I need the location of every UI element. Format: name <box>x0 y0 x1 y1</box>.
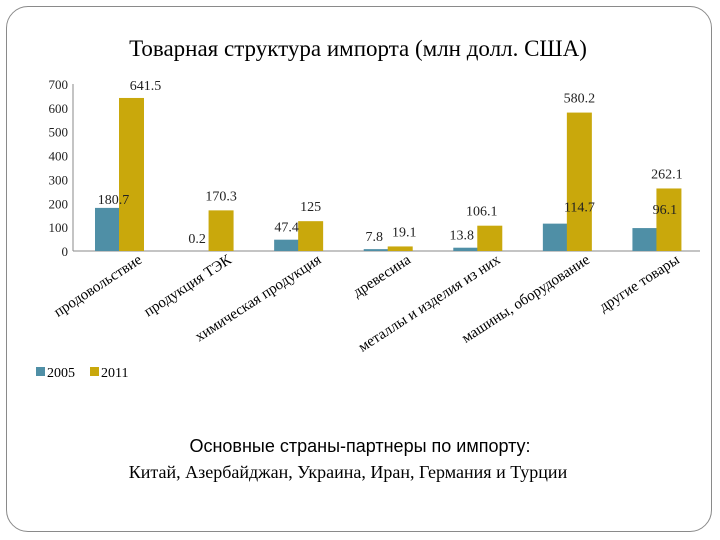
bar-2011-2 <box>298 221 324 251</box>
data-labels: 180.7 0.2 47.4 7.8 13.8 114.7 96.1 641.5 170.3 12… <box>98 79 683 247</box>
legend-swatch-2005 <box>36 367 45 376</box>
bar-2011-0 <box>119 97 144 252</box>
bar-2011-6 <box>656 188 682 251</box>
legend-swatch-2011 <box>90 367 99 376</box>
legend-label-2005: 2005 <box>47 366 75 381</box>
data-label-2011-6: 262.1 <box>651 167 683 182</box>
data-label-2011-5: 580.2 <box>564 92 596 107</box>
y-tick-label: 0 <box>62 244 69 259</box>
bar-2011-1 <box>208 210 234 251</box>
chart-title: Товарная структура импорта (млн долл. СШ… <box>129 36 587 61</box>
category-label-1: продукция ТЭК <box>141 251 235 320</box>
bar-2005-4 <box>453 247 479 251</box>
data-label-2011-2: 125 <box>300 200 321 215</box>
y-tick-label: 200 <box>49 196 69 211</box>
bar-2011-3 <box>387 246 413 251</box>
bar-2011-5 <box>566 112 592 251</box>
y-tick-label: 500 <box>49 125 69 140</box>
bar-2005-3 <box>363 249 389 251</box>
y-tick-label: 300 <box>49 172 69 187</box>
data-label-2011-4: 106.1 <box>466 205 498 220</box>
bars <box>95 97 682 252</box>
data-label-2005-1: 0.2 <box>188 232 206 247</box>
category-label-3: древесина <box>350 252 414 301</box>
y-tick-label: 600 <box>49 101 69 116</box>
data-label-2005-3: 7.8 <box>365 230 383 245</box>
bar-2005-0 <box>95 207 120 251</box>
slide-frame <box>6 6 712 532</box>
category-label-4: металлы и изделия из них <box>356 252 504 356</box>
y-tick-label: 700 <box>49 77 69 92</box>
data-label-2005-0: 180.7 <box>98 193 130 208</box>
bar-2005-5 <box>542 223 568 251</box>
partners-list: Китай, Азербайджан, Украина, Иран, Герма… <box>129 462 568 482</box>
data-label-2011-0: 641.5 <box>130 79 162 94</box>
data-label-2005-2: 47.4 <box>274 221 299 236</box>
category-label-6: другие товары <box>597 252 683 316</box>
data-label-2005-5: 114.7 <box>564 201 595 216</box>
bar-2005-6 <box>632 228 658 251</box>
bar-2011-4 <box>477 225 503 251</box>
data-label-2011-3: 19.1 <box>392 225 417 240</box>
category-label-0: продовольствие <box>51 252 145 321</box>
data-label-2005-4: 13.8 <box>450 229 475 244</box>
y-tick-label: 100 <box>49 220 69 235</box>
bar-2005-2 <box>274 239 300 251</box>
legend-label-2011: 2011 <box>101 366 128 381</box>
data-label-2011-1: 170.3 <box>205 189 237 204</box>
y-axis-ticks: 0 100 200 300 400 500 600 700 <box>49 77 69 259</box>
y-tick-label: 400 <box>49 149 69 164</box>
partners-heading: Основные страны-партнеры по импорту: <box>189 436 530 456</box>
data-label-2005-6: 96.1 <box>653 203 678 218</box>
legend: 2005 2011 <box>36 366 128 381</box>
